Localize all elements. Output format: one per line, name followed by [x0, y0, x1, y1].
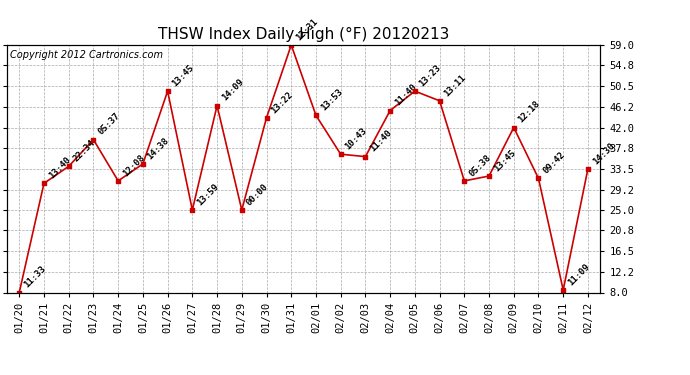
Text: 05:37: 05:37: [96, 111, 121, 137]
Text: Copyright 2012 Cartronics.com: Copyright 2012 Cartronics.com: [10, 50, 163, 60]
Text: 11:09: 11:09: [566, 262, 591, 287]
Text: 13:53: 13:53: [319, 87, 344, 112]
Text: 00:00: 00:00: [244, 182, 270, 207]
Text: 13:40: 13:40: [47, 155, 72, 180]
Point: [112, 178, 124, 184]
Text: 13:45: 13:45: [170, 63, 196, 88]
Text: 14:30: 14:30: [591, 141, 616, 166]
Text: 13:22: 13:22: [269, 90, 295, 115]
Text: 11:40: 11:40: [368, 129, 393, 154]
Text: 13:59: 13:59: [195, 182, 221, 207]
Text: 22:34: 22:34: [72, 138, 97, 164]
Point: [409, 88, 420, 94]
Point: [187, 207, 198, 213]
Point: [335, 151, 346, 157]
Point: [137, 161, 148, 167]
Title: THSW Index Daily High (°F) 20120213: THSW Index Daily High (°F) 20120213: [158, 27, 449, 42]
Text: 13:23: 13:23: [417, 63, 443, 88]
Point: [558, 287, 569, 293]
Point: [484, 173, 495, 179]
Point: [310, 112, 322, 118]
Point: [434, 98, 445, 104]
Point: [88, 136, 99, 142]
Text: 12:08: 12:08: [121, 153, 146, 178]
Text: 09:42: 09:42: [541, 150, 566, 176]
Text: 13:45: 13:45: [492, 148, 518, 173]
Point: [459, 178, 470, 184]
Text: 11:33: 11:33: [22, 264, 48, 290]
Point: [286, 42, 297, 48]
Point: [162, 88, 173, 94]
Point: [509, 124, 520, 130]
Point: [384, 108, 395, 114]
Point: [261, 115, 272, 121]
Point: [39, 180, 50, 186]
Text: 14:38: 14:38: [146, 136, 171, 161]
Text: 12:18: 12:18: [517, 99, 542, 125]
Text: 12:31: 12:31: [294, 17, 319, 42]
Point: [533, 176, 544, 181]
Point: [212, 103, 223, 109]
Text: 11:40: 11:40: [393, 82, 418, 108]
Text: 13:11: 13:11: [442, 73, 468, 98]
Point: [360, 154, 371, 160]
Point: [236, 207, 247, 213]
Text: 10:43: 10:43: [344, 126, 369, 152]
Point: [63, 164, 75, 170]
Point: [582, 166, 593, 172]
Text: 14:09: 14:09: [220, 78, 245, 103]
Point: [14, 290, 25, 296]
Text: 05:38: 05:38: [467, 153, 493, 178]
